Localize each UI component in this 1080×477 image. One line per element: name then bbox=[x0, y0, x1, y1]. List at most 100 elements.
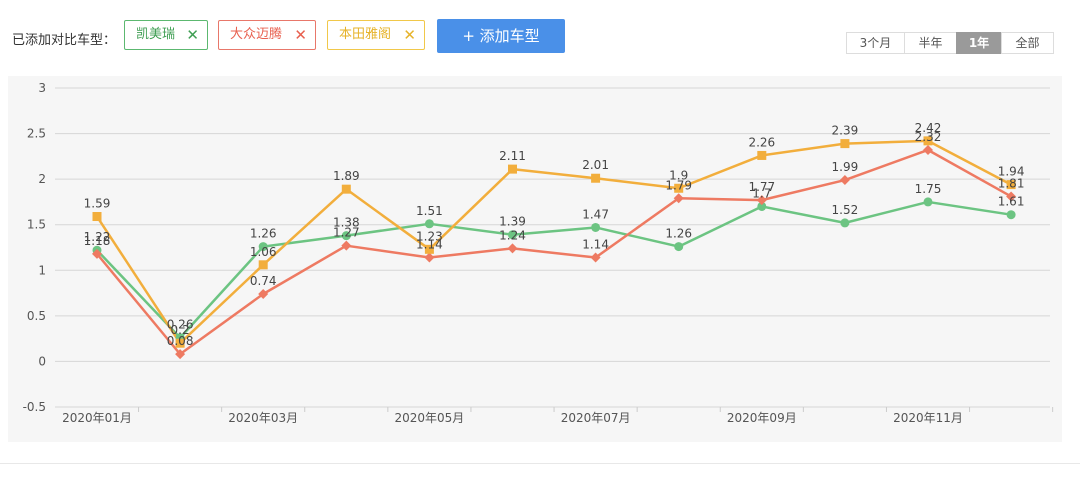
data-label: 1.22 bbox=[84, 230, 111, 244]
data-point bbox=[840, 139, 850, 149]
divider bbox=[0, 463, 1080, 464]
data-label: 1.59 bbox=[84, 197, 111, 211]
data-label: 0.08 bbox=[167, 334, 194, 348]
data-point bbox=[507, 243, 518, 254]
close-icon[interactable]: ✕ bbox=[186, 26, 199, 44]
data-label: 1.99 bbox=[832, 160, 859, 174]
data-point bbox=[424, 252, 435, 263]
data-label: 1.75 bbox=[915, 182, 942, 196]
y-tick-label: 2.5 bbox=[27, 127, 46, 141]
data-label: 2.39 bbox=[832, 124, 859, 138]
data-point bbox=[92, 212, 102, 222]
x-tick-label: 2020年03月 bbox=[228, 411, 298, 425]
add-model-button[interactable]: + 添加车型 bbox=[437, 19, 565, 53]
data-point bbox=[341, 231, 351, 241]
y-tick-label: -0.5 bbox=[23, 400, 46, 414]
data-label: 0.2 bbox=[171, 323, 190, 337]
data-point bbox=[1006, 210, 1016, 220]
data-point bbox=[175, 338, 185, 348]
data-label: 1.06 bbox=[250, 245, 277, 259]
model-tag-name: 本田雅阁 bbox=[339, 27, 392, 42]
data-label: 2.32 bbox=[915, 130, 942, 144]
y-tick-label: 0 bbox=[38, 354, 46, 368]
data-point bbox=[258, 260, 268, 270]
data-label: 1.7 bbox=[752, 186, 771, 200]
data-label: 1.14 bbox=[582, 238, 609, 252]
data-point bbox=[508, 230, 517, 240]
data-point bbox=[1006, 180, 1016, 190]
series-line bbox=[95, 139, 1012, 345]
data-point bbox=[674, 183, 684, 193]
data-point bbox=[923, 136, 933, 146]
data-point bbox=[424, 244, 434, 254]
data-label: 1.39 bbox=[499, 215, 526, 229]
y-tick-label: 0.5 bbox=[27, 309, 46, 323]
data-point bbox=[1006, 191, 1017, 202]
data-label: 1.14 bbox=[416, 238, 443, 252]
range-all[interactable]: 全部 bbox=[1001, 32, 1054, 54]
close-icon[interactable]: ✕ bbox=[294, 26, 307, 44]
x-tick-label: 2020年09月 bbox=[727, 411, 797, 425]
data-label: 1.61 bbox=[998, 195, 1025, 209]
data-point bbox=[840, 218, 850, 228]
y-tick-label: 3 bbox=[38, 81, 46, 95]
data-point bbox=[756, 195, 767, 206]
compared-models-label: 已添加对比车型： bbox=[12, 33, 117, 48]
y-tick-label: 2 bbox=[38, 172, 46, 186]
data-point bbox=[757, 150, 767, 160]
model-tag-name: 大众迈腾 bbox=[230, 27, 283, 42]
data-point bbox=[757, 201, 767, 211]
data-label: 0.74 bbox=[250, 274, 277, 288]
close-icon[interactable]: ✕ bbox=[403, 26, 416, 44]
data-point bbox=[341, 184, 351, 194]
model-tag-accord[interactable]: 本田雅阁 ✕ bbox=[327, 20, 425, 50]
range-half-year[interactable]: 半年 bbox=[904, 32, 957, 54]
chart-area bbox=[8, 76, 1062, 442]
model-tag-name: 凯美瑞 bbox=[136, 27, 176, 42]
data-point bbox=[923, 144, 933, 155]
model-tag-camry[interactable]: 凯美瑞 ✕ bbox=[124, 20, 208, 50]
data-point bbox=[590, 252, 601, 263]
data-label: 2.26 bbox=[748, 135, 775, 149]
data-point bbox=[92, 248, 102, 259]
data-label: 1.89 bbox=[333, 169, 360, 183]
data-point bbox=[591, 222, 601, 232]
y-tick-label: 1.5 bbox=[27, 218, 46, 232]
x-tick-label: 2020年11月 bbox=[893, 411, 963, 425]
data-point bbox=[673, 193, 684, 204]
data-label: 1.26 bbox=[665, 227, 692, 241]
x-tick-label: 2020年05月 bbox=[394, 411, 464, 425]
y-tick-label: 1 bbox=[38, 263, 46, 277]
x-tick-label: 2020年07月 bbox=[561, 411, 631, 425]
data-point bbox=[258, 288, 269, 299]
model-tag-magotan[interactable]: 大众迈腾 ✕ bbox=[218, 20, 316, 50]
data-label: 1.27 bbox=[333, 226, 360, 240]
toolbar: 已添加对比车型： 凯美瑞 ✕ 大众迈腾 ✕ 本田雅阁 ✕ + 添加车型 3个月 … bbox=[0, 0, 1080, 70]
data-label: 2.42 bbox=[915, 121, 942, 135]
data-label: 2.11 bbox=[499, 149, 526, 163]
data-label: 1.23 bbox=[416, 229, 443, 243]
data-label: 2.01 bbox=[582, 158, 609, 172]
range-3-months[interactable]: 3个月 bbox=[846, 32, 905, 54]
range-1-year[interactable]: 1年 bbox=[956, 32, 1002, 54]
data-point bbox=[923, 197, 933, 207]
data-label: 1.81 bbox=[998, 176, 1025, 190]
data-label: 1.24 bbox=[499, 228, 526, 242]
data-label: 1.38 bbox=[333, 216, 360, 230]
data-point bbox=[258, 242, 268, 252]
data-label: 1.79 bbox=[665, 178, 692, 192]
data-label: 1.52 bbox=[832, 203, 859, 217]
data-label: 1.9 bbox=[669, 168, 688, 182]
data-label: 1.77 bbox=[748, 180, 775, 194]
data-point bbox=[424, 219, 434, 229]
data-point bbox=[674, 242, 684, 252]
series-line bbox=[96, 200, 1012, 339]
data-label: 1.26 bbox=[250, 227, 277, 241]
data-label: 1.18 bbox=[84, 234, 111, 248]
x-tick-label: 2020年01月 bbox=[62, 411, 132, 425]
data-point bbox=[839, 175, 850, 186]
data-label: 0.26 bbox=[167, 318, 194, 332]
data-label: 1.94 bbox=[998, 165, 1025, 179]
data-point bbox=[591, 173, 601, 183]
